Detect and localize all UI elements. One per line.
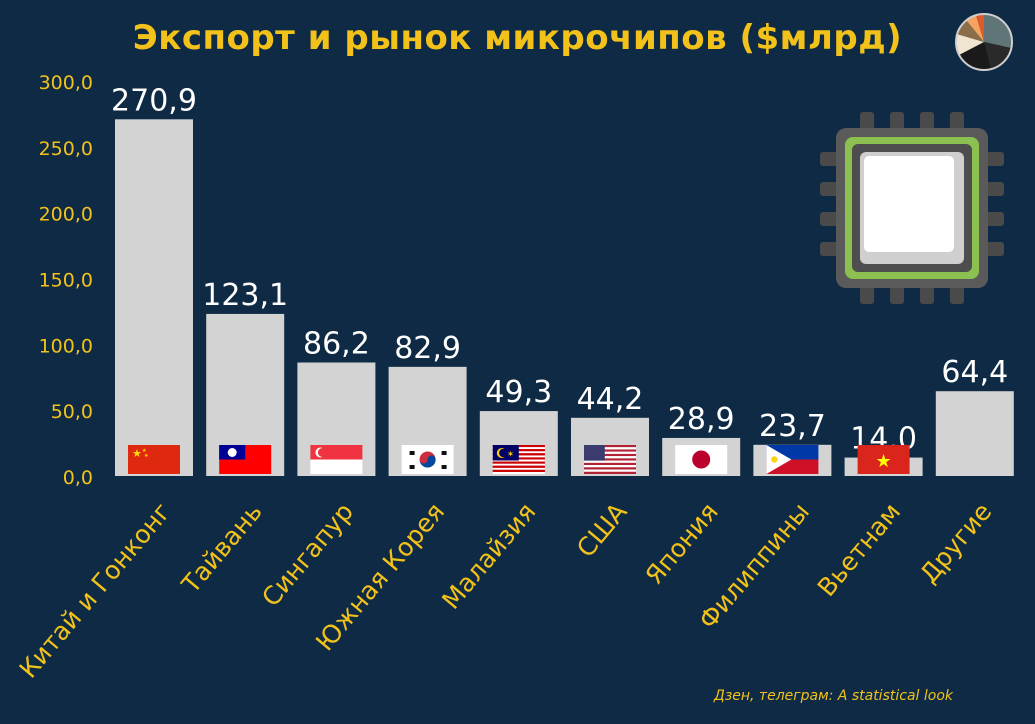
vietnam-flag: ★ — [857, 445, 910, 474]
bars: 270,9★ ★★123,186,2 82,949,3✶44,228,9 23,7 14… — [111, 83, 1014, 476]
taiwan-flag — [219, 445, 272, 474]
value-label: 123,1 — [202, 278, 288, 313]
japan-flag — [675, 445, 728, 474]
value-label: 28,9 — [668, 402, 735, 437]
usa-flag — [584, 445, 636, 474]
value-label: 49,3 — [485, 375, 552, 410]
china-flag: ★ ★★ — [128, 445, 180, 474]
x-tick-label: Китай и Гонконг — [14, 497, 177, 683]
value-label: 23,7 — [759, 409, 826, 444]
x-tick-label: США — [571, 497, 633, 563]
chart-title: Экспорт и рынок микрочипов ($млрд) — [132, 18, 903, 58]
south-korea-flag — [401, 445, 454, 474]
y-tick-label: 150,0 — [39, 270, 93, 292]
x-tick-label: Тайвань — [176, 497, 268, 599]
value-label: 86,2 — [303, 327, 370, 362]
x-tick-label: Япония — [639, 497, 723, 590]
y-tick-label: 300,0 — [39, 72, 93, 94]
y-tick-label: 250,0 — [39, 138, 93, 160]
pie-chart-icon — [955, 13, 1013, 71]
svg-text:★: ★ — [144, 453, 149, 459]
y-tick-label: 0,0 — [63, 467, 93, 489]
bar — [935, 391, 1014, 476]
credit-text: Дзен, телеграм: A statistical look — [713, 688, 953, 704]
microchip-icon — [820, 112, 1004, 304]
x-tick-label: Малайзия — [436, 497, 541, 614]
y-tick-label: 200,0 — [39, 204, 93, 226]
svg-text:★: ★ — [142, 448, 147, 454]
philippines-flag — [766, 445, 819, 474]
bar — [115, 119, 193, 476]
x-tick-label: Вьетнам — [812, 497, 906, 602]
value-label: 44,2 — [577, 382, 644, 417]
x-tick-label: Сингапур — [256, 497, 359, 612]
y-tick-label: 50,0 — [51, 401, 93, 423]
svg-text:★: ★ — [876, 451, 892, 472]
y-tick-label: 100,0 — [39, 335, 93, 357]
y-axis: 0,0 50,0 100,0 150,0 200,0 250,0 300,0 — [39, 72, 93, 489]
singapore-flag — [310, 445, 363, 474]
value-label: 64,4 — [941, 355, 1008, 390]
malaysia-flag: ✶ — [492, 445, 545, 474]
value-label: 270,9 — [111, 83, 197, 118]
value-label: 82,9 — [394, 331, 461, 366]
svg-text:✶: ✶ — [507, 450, 515, 460]
svg-text:★: ★ — [132, 447, 142, 460]
x-tick-label: Другие — [914, 497, 997, 588]
